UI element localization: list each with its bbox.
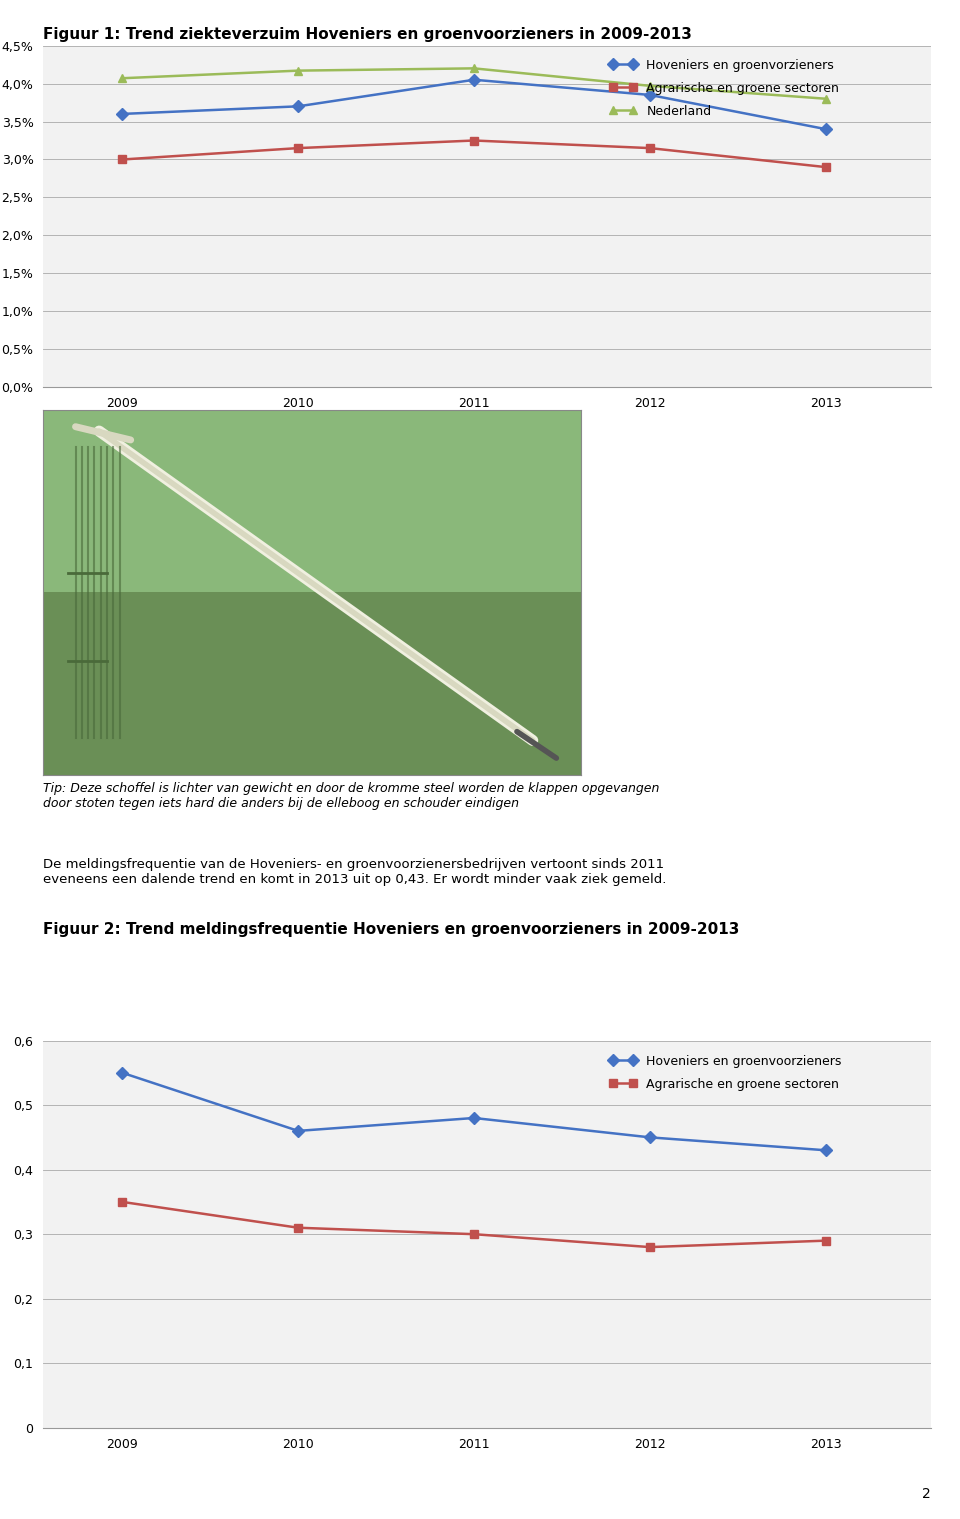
Hoveniers en groenvoorzieners	[820, 1141, 831, 1159]
Line: Hoveniers en groenvoorzieners: Hoveniers en groenvoorzieners	[118, 1069, 829, 1154]
Hoveniers en groenvorzieners	[644, 85, 656, 103]
Agrarische en groene sectoren	[293, 140, 304, 158]
Nederland	[820, 90, 831, 108]
Line: Nederland: Nederland	[118, 64, 829, 103]
Text: Figuur 1: Trend ziekteverzuim Hoveniers en groenvoorzieners in 2009-2013: Figuur 1: Trend ziekteverzuim Hoveniers …	[43, 27, 692, 43]
Agrarische en groene sectoren	[116, 150, 128, 169]
Nederland	[116, 68, 128, 87]
Agrarische en groene sectoren	[468, 132, 480, 150]
Hoveniers en groenvoorzieners	[293, 1121, 304, 1139]
Hoveniers en groenvoorzieners	[468, 1109, 480, 1127]
Hoveniers en groenvorzieners	[293, 97, 304, 115]
Line: Hoveniers en groenvorzieners: Hoveniers en groenvorzieners	[118, 76, 829, 134]
Line: Agrarische en groene sectoren: Agrarische en groene sectoren	[118, 137, 829, 172]
Hoveniers en groenvorzieners	[820, 120, 831, 138]
Nederland	[293, 61, 304, 79]
Nederland	[468, 59, 480, 77]
Text: Figuur 2: Trend meldingsfrequentie Hoveniers en groenvoorzieners in 2009-2013: Figuur 2: Trend meldingsfrequentie Hoven…	[43, 922, 739, 937]
Agrarische en groene sectoren	[820, 1232, 831, 1250]
Agrarische en groene sectoren	[820, 158, 831, 176]
Nederland	[644, 76, 656, 94]
Agrarische en groene sectoren	[644, 1238, 656, 1256]
Agrarische en groene sectoren	[293, 1218, 304, 1236]
Legend: Hoveniers en groenvorzieners, Agrarische en groene sectoren, Nederland: Hoveniers en groenvorzieners, Agrarische…	[609, 59, 839, 117]
Agrarische en groene sectoren	[644, 140, 656, 158]
Text: Tip: Deze schoffel is lichter van gewicht en door de kromme steel worden de klap: Tip: Deze schoffel is lichter van gewich…	[43, 782, 660, 810]
Hoveniers en groenvorzieners	[116, 105, 128, 123]
Text: 2: 2	[923, 1487, 931, 1501]
Bar	[43, 592, 581, 775]
Text: De meldingsfrequentie van de Hoveniers- en groenvoorzienersbedrijven vertoont si: De meldingsfrequentie van de Hoveniers- …	[43, 858, 666, 886]
Bar	[43, 410, 581, 592]
Legend: Hoveniers en groenvoorzieners, Agrarische en groene sectoren: Hoveniers en groenvoorzieners, Agrarisch…	[609, 1054, 842, 1091]
Hoveniers en groenvoorzieners	[116, 1063, 128, 1082]
Line: Agrarische en groene sectoren: Agrarische en groene sectoren	[118, 1198, 829, 1252]
Hoveniers en groenvoorzieners	[644, 1129, 656, 1147]
Hoveniers en groenvorzieners	[468, 70, 480, 88]
Agrarische en groene sectoren	[468, 1224, 480, 1243]
Agrarische en groene sectoren	[116, 1192, 128, 1211]
